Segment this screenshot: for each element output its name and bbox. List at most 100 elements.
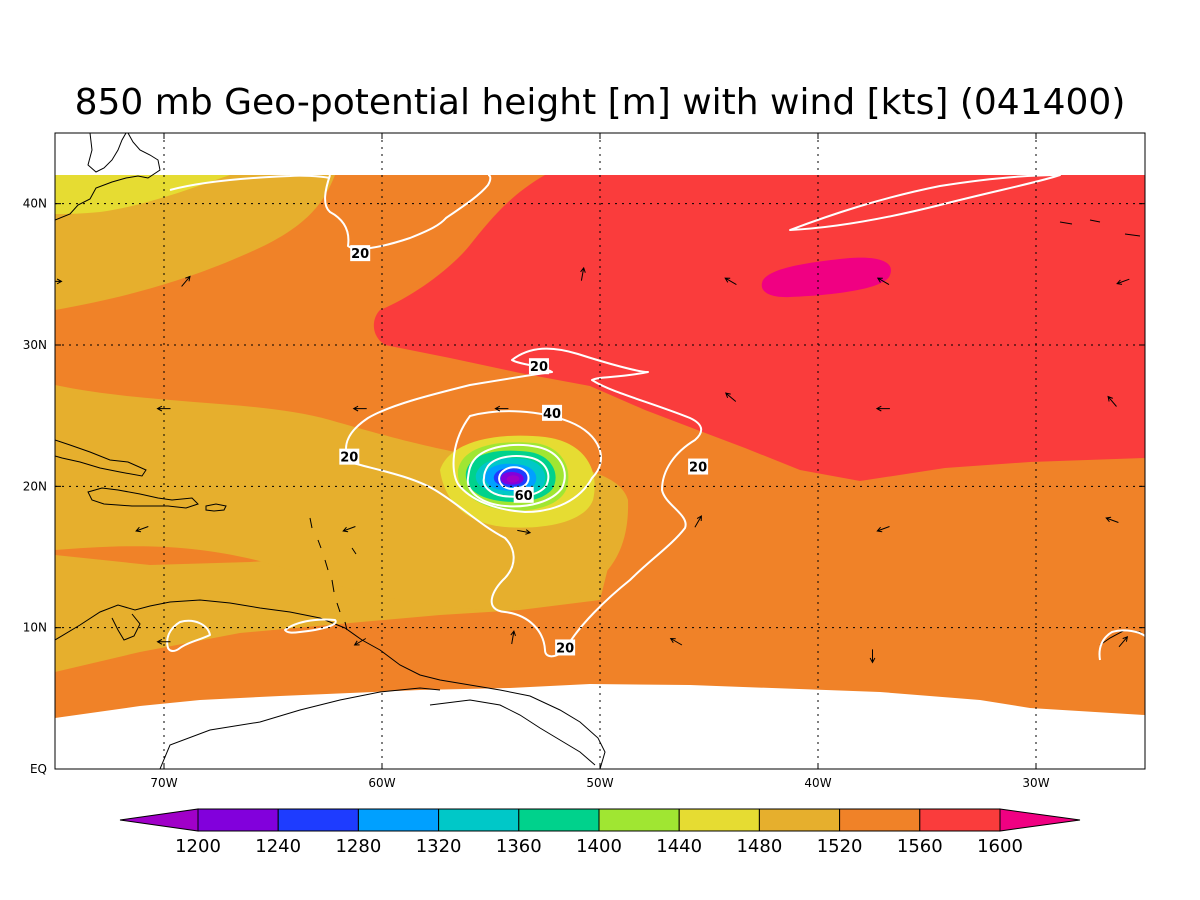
wind-vector-4 bbox=[876, 277, 890, 286]
colorbar-label-1240: 1240 bbox=[255, 836, 301, 857]
contour-label-0: 20 bbox=[351, 247, 369, 262]
wind-vector-15 bbox=[694, 515, 702, 528]
contour-label-bg-5 bbox=[513, 486, 534, 503]
colorbar-segment-1440-1480 bbox=[678, 808, 760, 832]
contour-label-bg-1 bbox=[528, 358, 549, 375]
colorbar-segment-1320-1360 bbox=[438, 808, 520, 832]
colorbar-below-triangle bbox=[119, 808, 199, 832]
wind-vector-18 bbox=[156, 638, 171, 645]
wind-vector-layer bbox=[55, 266, 1130, 664]
colorbar-label-1280: 1280 bbox=[335, 836, 381, 857]
colorbar-segment-1280-1320 bbox=[357, 808, 440, 832]
y-tick-label-3: 30N bbox=[23, 338, 47, 352]
wind-vector-17 bbox=[1105, 516, 1119, 523]
contour-label-bg-0 bbox=[350, 245, 371, 262]
colorbar-label-1200: 1200 bbox=[175, 836, 221, 857]
guiana-inland bbox=[159, 687, 596, 769]
y-tick-label-4: 40N bbox=[23, 197, 47, 211]
wind-vector-3 bbox=[724, 277, 737, 286]
wind-contour-20-ne bbox=[789, 174, 1061, 231]
colorbar-segment-1200-1240 bbox=[197, 808, 279, 832]
wind-vector-10 bbox=[875, 405, 890, 412]
wind-vector-5 bbox=[1116, 278, 1130, 285]
colorbar-label-1440: 1440 bbox=[656, 836, 702, 857]
colorbar-segment-1560-1600 bbox=[919, 808, 1001, 832]
contour-label-bg-6 bbox=[555, 639, 576, 656]
hispaniola-coast bbox=[87, 487, 199, 509]
contour-label-5: 60 bbox=[515, 489, 533, 504]
antilles-chain bbox=[309, 517, 357, 631]
colorbar-label-1400: 1400 bbox=[576, 836, 622, 857]
wind-vector-6 bbox=[156, 405, 171, 412]
height-fill-layer bbox=[55, 175, 1145, 718]
chart-title: 850 mb Geo-potential height [m] with win… bbox=[75, 82, 1126, 123]
wind-vector-2 bbox=[580, 266, 586, 281]
wind-contour-20-nw bbox=[169, 174, 331, 191]
wind-contour-60-outer bbox=[466, 444, 566, 508]
contour-label-4: 20 bbox=[689, 461, 707, 476]
height-region-band-1520-center bbox=[55, 385, 629, 610]
colorbar-label-1320: 1320 bbox=[416, 836, 462, 857]
puerto-rico-coast bbox=[205, 503, 227, 512]
wind-vector-23 bbox=[1118, 636, 1129, 648]
colorbar-label-1600: 1600 bbox=[977, 836, 1023, 857]
wind-vector-22 bbox=[869, 649, 876, 664]
colorbar-segment-1400-1440 bbox=[598, 808, 680, 832]
contour-label-bg-4 bbox=[688, 458, 709, 475]
wind-contour-20-main bbox=[345, 347, 703, 658]
wind-vector-19 bbox=[353, 638, 367, 646]
wind-contour-20-south-america bbox=[166, 619, 211, 652]
height-region-band-1600 bbox=[373, 175, 1145, 481]
contour-label-bg-3 bbox=[339, 448, 360, 465]
plot-area: 20 20 40 20 20 60 20 bbox=[55, 133, 1145, 769]
wind-vector-16 bbox=[876, 526, 890, 533]
south-america-coast bbox=[55, 599, 606, 769]
venezuela-gulf bbox=[111, 613, 141, 641]
wind-vector-20 bbox=[510, 630, 516, 645]
wind-vector-9 bbox=[725, 392, 737, 402]
contour-label-1: 20 bbox=[530, 360, 548, 375]
height-region-cell-above-1600 bbox=[761, 257, 891, 298]
x-tick-label-1: 60W bbox=[368, 776, 395, 790]
height-region-band-1520-west bbox=[55, 175, 335, 310]
wind-contour-20-east bbox=[1098, 629, 1145, 661]
wind-vector-11 bbox=[1107, 395, 1117, 407]
height-region-core-1200 bbox=[506, 475, 520, 483]
colorbar-above-triangle bbox=[999, 808, 1081, 832]
height-region-band-1480-nw bbox=[55, 175, 230, 214]
wind-vector-14 bbox=[517, 529, 532, 535]
contour-label-layer: 20 20 40 20 20 60 20 bbox=[339, 245, 709, 656]
colorbar-segment-1520-1560 bbox=[839, 808, 921, 832]
colorbar: 1200 1240 1280 1320 1360 1400 1440 1480 1520 1560… bbox=[119, 808, 1081, 857]
new-england-coast bbox=[87, 133, 127, 173]
contour-label-bg-2 bbox=[542, 404, 563, 421]
colorbar-segment-1360-1400 bbox=[518, 808, 600, 832]
x-tick-label-3: 40W bbox=[804, 776, 831, 790]
y-tick-label-2: 20N bbox=[23, 479, 47, 493]
colorbar-label-1520: 1520 bbox=[817, 836, 863, 857]
wind-contour-20-north bbox=[324, 174, 492, 250]
contour-label-2: 40 bbox=[543, 407, 561, 422]
x-axis-ticks: 70W 60W 50W 40W 30W bbox=[150, 133, 1050, 790]
y-tick-label-1: 10N bbox=[23, 621, 47, 635]
colorbar-label-1480: 1480 bbox=[736, 836, 782, 857]
wind-vector-13 bbox=[342, 526, 356, 533]
x-tick-label-2: 50W bbox=[586, 776, 613, 790]
contour-label-6: 20 bbox=[556, 641, 574, 656]
wind-vector-7 bbox=[352, 405, 367, 412]
contour-label-3: 20 bbox=[340, 451, 358, 466]
colorbar-segment-1240-1280 bbox=[277, 808, 359, 832]
x-tick-label-4: 30W bbox=[1022, 776, 1049, 790]
y-tick-label-0: EQ bbox=[30, 762, 47, 776]
cuba-coast bbox=[55, 439, 147, 477]
wind-vector-0 bbox=[55, 278, 63, 285]
wind-vector-12 bbox=[135, 526, 149, 533]
wind-vector-1 bbox=[181, 275, 191, 287]
wind-vector-21 bbox=[669, 637, 683, 646]
north-america-coast bbox=[55, 133, 161, 221]
y-axis-ticks: EQ 10N 20N 30N 40N bbox=[23, 197, 1145, 776]
x-tick-label-0: 70W bbox=[150, 776, 177, 790]
wind-vector-8 bbox=[494, 405, 509, 412]
colorbar-label-1360: 1360 bbox=[496, 836, 542, 857]
